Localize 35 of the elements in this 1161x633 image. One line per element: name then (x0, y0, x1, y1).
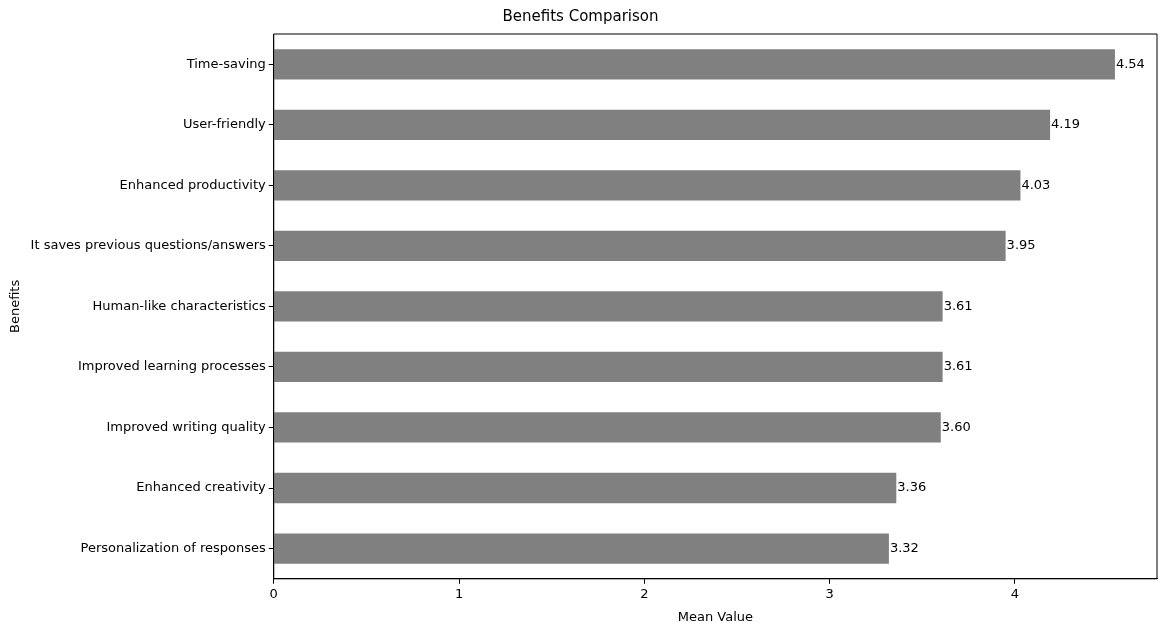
data-label: 3.36 (897, 479, 927, 495)
chart-title: Benefits Comparison (502, 6, 659, 25)
data-label: 3.61 (943, 358, 973, 374)
data-label: 4.19 (1051, 116, 1081, 132)
bar (274, 351, 943, 383)
y-tick-label: Improved learning processes (78, 358, 266, 374)
y-tick-label: Enhanced creativity (136, 479, 267, 495)
bar (274, 533, 889, 564)
x-tick-label: 4 (1010, 585, 1020, 601)
bar (274, 472, 897, 504)
x-tick-label: 2 (640, 585, 649, 601)
bar (274, 412, 941, 443)
x-tick-label: 3 (825, 585, 834, 601)
bar (274, 109, 1051, 140)
y-tick-label: Enhanced productivity (119, 176, 267, 192)
x-tick-label: 1 (454, 585, 464, 601)
data-label: 4.54 (1115, 55, 1145, 71)
y-tick-label: User-friendly (182, 116, 267, 132)
data-label: 3.95 (1006, 237, 1036, 253)
y-tick-label: Personalization of responses (80, 539, 266, 555)
y-tick-label: Time-saving (185, 55, 266, 71)
x-tick-label: 0 (269, 585, 278, 601)
y-axis-title: Benefits (7, 279, 23, 334)
bar (274, 170, 1021, 201)
y-tick-label: It saves previous questions/answers (30, 237, 266, 253)
data-label: 3.61 (943, 297, 973, 313)
bar (274, 49, 1115, 80)
data-label: 4.03 (1021, 176, 1051, 192)
bar (274, 291, 943, 322)
data-label: 3.60 (941, 418, 971, 434)
y-tick-label: Human-like characteristics (92, 297, 266, 313)
y-tick-label: Improved writing quality (106, 418, 267, 434)
x-axis-title: Mean Value (677, 608, 754, 624)
bar (274, 230, 1006, 261)
data-label: 3.32 (889, 539, 919, 555)
